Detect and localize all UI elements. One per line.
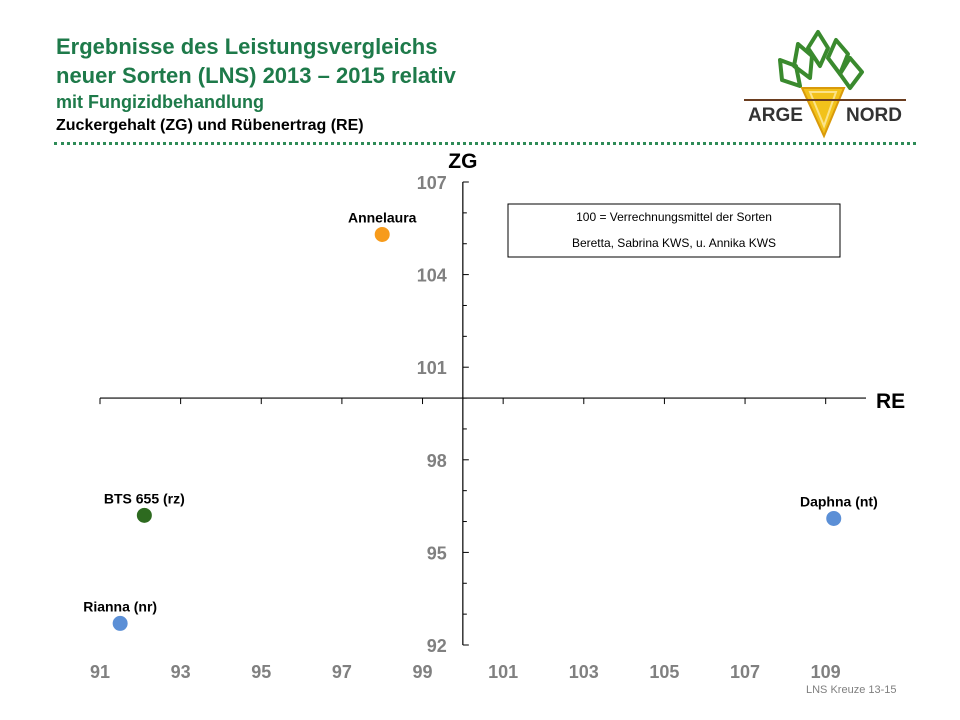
y-tick-label: 101 — [417, 358, 447, 378]
x-tick-label: 105 — [649, 662, 679, 682]
logo-word-arge: ARGE — [748, 105, 803, 126]
y-tick-label: 98 — [427, 451, 447, 471]
y-tick-label: 107 — [417, 173, 447, 193]
annotation-line-2: Beretta, Sabrina KWS, u. Annika KWS — [572, 236, 776, 250]
point-label: Rianna (nr) — [83, 598, 157, 614]
annotation-box: 100 = Verrechnungsmittel der Sorten Bere… — [507, 203, 841, 258]
x-tick-label: 95 — [251, 662, 271, 682]
header-divider — [54, 142, 916, 145]
point-label: Annelaura — [348, 209, 417, 225]
chart-subtitle: Zuckergehalt (ZG) und Rübenertrag (RE) — [56, 117, 364, 134]
data-point — [112, 615, 128, 631]
x-tick-label: 93 — [171, 662, 191, 682]
x-axis-label: RE — [876, 390, 905, 413]
y-tick-label: 92 — [427, 636, 447, 656]
x-tick-labels: 91 93 95 97 99 101 103 105 107 109 — [90, 662, 841, 682]
x-tick-label: 91 — [90, 662, 110, 682]
annotation-line-1: 100 = Verrechnungsmittel der Sorten — [576, 210, 772, 224]
data-points: Annelaura BTS 655 (rz) Daphna (nt) Rianna (… — [83, 209, 878, 631]
logo-word-nord: NORD — [846, 105, 902, 126]
data-point — [826, 510, 842, 526]
x-tick-label: 107 — [730, 662, 760, 682]
footer-text: LNS Kreuze 13-15 — [806, 684, 897, 696]
point-label: BTS 655 (rz) — [104, 490, 185, 506]
title-line-2: neuer Sorten (LNS) 2013 – 2015 relativ — [56, 63, 456, 88]
y-axis-label: ZG — [448, 150, 477, 173]
point-label: Daphna (nt) — [800, 493, 878, 509]
x-tick-label: 101 — [488, 662, 518, 682]
x-tick-label: 99 — [413, 662, 433, 682]
y-tick-label: 95 — [427, 543, 447, 563]
chart-axes — [99, 181, 866, 646]
x-tick-label: 97 — [332, 662, 352, 682]
arge-nord-logo: ARGE NORD — [744, 30, 906, 139]
x-tick-label: 103 — [569, 662, 599, 682]
x-tick-label: 109 — [811, 662, 841, 682]
y-tick-label: 104 — [417, 266, 447, 286]
data-point — [374, 226, 390, 242]
data-point — [136, 507, 152, 523]
y-tick-labels: 92 95 98 101 104 107 — [417, 173, 447, 656]
title-line-3: mit Fungizidbehandlung — [56, 92, 264, 112]
title-line-1: Ergebnisse des Leistungsvergleichs — [56, 34, 438, 59]
